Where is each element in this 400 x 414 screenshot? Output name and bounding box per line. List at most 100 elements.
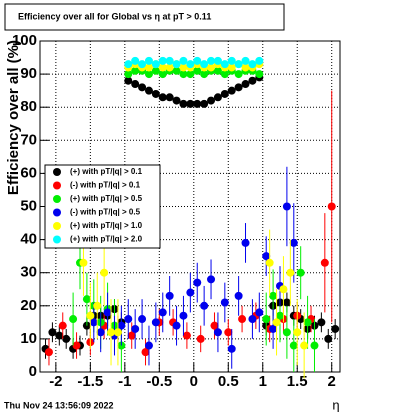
data-point [179,99,188,108]
x-tick-label: 0 [190,373,198,390]
data-point [213,66,222,75]
data-point [200,99,209,108]
data-point [193,99,202,108]
data-point [207,63,216,72]
data-point [310,341,319,350]
legend-label: (+) with pT/|q| > 0.5 [70,194,143,203]
data-point [262,315,271,324]
data-point [186,99,195,108]
data-point [248,60,257,69]
data-point [234,83,243,92]
data-point [296,268,305,277]
data-point [131,56,140,65]
data-point [138,60,147,69]
data-point [193,278,202,287]
data-point [107,328,116,337]
timestamp: Thu Nov 24 13:56:09 2022 [4,400,114,410]
x-axis-label: η [332,397,339,412]
data-point [124,76,133,85]
data-point [100,268,109,277]
data-point [265,258,274,267]
x-tick-label: 1 [259,373,267,390]
legend-label: (+) with pT/|q| > 2.0 [70,235,143,244]
data-point [158,70,167,79]
data-point [72,341,81,350]
y-axis-label: Efficiency over all (%) [5,40,22,195]
y-tick-label: 10 [20,330,37,347]
data-point [138,315,147,324]
data-point [144,341,153,350]
data-point [293,328,302,337]
data-point [200,301,209,310]
data-point [200,70,209,79]
data-point [207,275,216,284]
y-tick-label: 70 [20,131,37,148]
x-tick-label: 2 [328,373,336,390]
legend-marker [53,235,61,244]
data-point [158,308,167,317]
y-tick-label: 0 [29,363,37,380]
data-point [220,70,229,79]
data-point [248,76,257,85]
data-point [179,311,188,320]
data-point [255,56,264,65]
data-point [158,63,167,72]
data-point [69,315,78,324]
data-point [172,321,181,330]
data-point [269,291,278,300]
data-point [286,268,295,277]
data-point [282,202,291,211]
data-point [234,70,243,79]
legend: (+) with pT/|q| > 0.1 (-) with pT/|q| > 0… [44,164,161,249]
data-point [165,56,174,65]
x-tick-label: 0.5 [218,373,239,390]
data-point [62,334,71,343]
data-point [213,328,222,337]
data-point [224,328,233,337]
data-point [327,202,336,211]
title-box [4,3,285,31]
data-point [165,63,174,72]
data-point [324,334,333,343]
data-point [213,93,222,102]
y-tick-label: 50 [20,197,37,214]
legend-label: (+) with pT/|q| > 1.0 [70,221,143,230]
data-point [165,93,174,102]
x-tick-label: -0.5 [146,373,172,390]
data-point [234,291,243,300]
data-point [317,318,326,327]
data-point [331,324,340,333]
legend-marker [53,181,61,190]
data-point [144,70,153,79]
data-point [207,96,216,105]
legend-marker [53,195,61,203]
data-point [86,311,95,320]
data-point [124,60,133,69]
data-point [179,70,188,79]
data-point [58,321,67,330]
data-point [255,308,264,317]
data-point [289,238,298,247]
x-tick-label: 1.5 [287,373,308,390]
data-point [276,311,284,320]
data-point [210,321,219,330]
y-tick-label: 30 [20,264,37,281]
data-point [269,324,278,333]
y-tick-label: 80 [20,98,37,115]
x-tick-label: -2 [49,373,62,390]
data-point [131,66,140,75]
data-point [89,318,98,327]
data-point [227,344,236,353]
data-point [151,318,160,327]
data-point [172,66,181,75]
data-point [262,252,271,261]
data-point [193,66,202,75]
legend-box [44,164,161,249]
data-point [282,298,291,307]
data-point [207,56,216,65]
data-point [82,295,91,304]
data-point [186,60,195,69]
data-point [44,348,53,357]
data-point [151,89,160,98]
y-tick-label: 90 [20,65,37,82]
